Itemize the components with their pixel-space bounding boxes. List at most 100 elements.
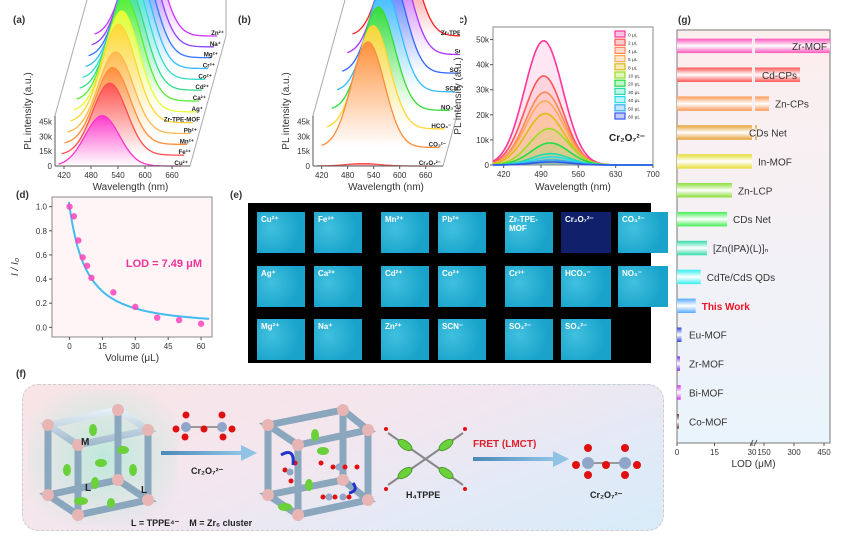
legend-label: 20 μL (628, 82, 640, 88)
series-label: Zr-TPE-MOF (441, 30, 460, 37)
series-label: Cd²⁺ (195, 84, 209, 91)
x-axis-label: LOD (μM) (731, 459, 775, 470)
x-tick-label: 30 (748, 448, 757, 457)
series-line (85, 0, 208, 70)
series-line (70, 23, 193, 124)
legend-label: 50 μL (628, 106, 640, 112)
series-fill (321, 41, 440, 148)
arrow-add-dichromate (161, 445, 257, 461)
x-tick-label: 630 (609, 170, 623, 179)
fret-label: FRET (LMCT) (473, 439, 536, 450)
series-fill (58, 115, 181, 166)
tile-label: Cd²⁺ (385, 269, 403, 278)
fluorescence-tile: Pb²⁺ (438, 212, 486, 253)
data-point (66, 203, 73, 210)
legend-label: 4 μL (628, 49, 638, 55)
depth-edge (189, 35, 227, 167)
bar (677, 385, 681, 400)
legend-swatch (614, 38, 626, 46)
series-line (64, 66, 187, 145)
tile-label: Cr³⁺ (509, 269, 525, 278)
tile-label: Cu²⁺ (261, 215, 279, 224)
fluorescence-tile: SO₃²⁻ (505, 319, 553, 360)
x-tick-label: 490 (534, 170, 548, 179)
series-label: Mn²⁺ (180, 138, 194, 145)
y-tick-label: 15k (39, 147, 53, 156)
y-tick-label: 0 (48, 162, 53, 171)
bar-label: This Work (702, 302, 751, 313)
bar-label: Co-MOF (689, 417, 727, 428)
tile-label: Mg²⁺ (261, 322, 280, 331)
legend-label: 30 μL (628, 90, 640, 96)
panel-label-a: (a) (13, 15, 26, 26)
data-point (70, 213, 78, 220)
bar (677, 327, 682, 342)
tile-label: SO₃²⁻ (509, 322, 532, 331)
x-tick-label: 600 (393, 171, 407, 180)
series-label: Ag⁺ (191, 106, 203, 113)
fluorescence-tile: HCO₃⁻ (561, 266, 611, 307)
x-tick-label: 420 (57, 171, 71, 180)
series-label: SO₄²⁻ (455, 49, 460, 56)
tile-label: Pb²⁺ (442, 215, 460, 224)
series-label: Co²⁺ (198, 73, 212, 80)
x-tick-label: 15 (710, 448, 719, 457)
chart-c-titration: 0 μL 2 μL 4 μL 6 μL 8 μL 10 μL 20 μL 30 μL 40 μL… (453, 26, 660, 193)
series-line (94, 0, 217, 37)
bar-label: Bi-MOF (689, 388, 723, 399)
legend-swatch (614, 87, 626, 96)
bar (677, 154, 752, 169)
x-tick-label: 420 (315, 171, 329, 180)
x-axis-label: Volume (μL) (105, 353, 159, 364)
chart-b-waterfall: Zr-TPE-MOF SO₄²⁻ SO₃²⁻ SCN⁻ NO₃⁻ HCO₃⁻ CO₃²⁻ Cr… (281, 0, 460, 193)
series-line (493, 161, 653, 166)
y-tick-label: 0.2 (36, 299, 48, 308)
schematic-drawing: M L L L = TPPE⁴⁻ M = Zr₆ cluster Cr₂O₇²⁻ (28, 390, 641, 528)
series-label: Na⁺ (210, 41, 221, 48)
y-tick-label: 50k (476, 36, 490, 45)
x-tick-label: 480 (341, 171, 355, 180)
series-line (79, 0, 202, 91)
x-tick-label: 15 (98, 342, 107, 351)
panel-label-g: (g) (678, 15, 691, 26)
fluorescence-photo-grid: Cu²⁺ Fe³⁺ Mn²⁺ Pb²⁺ Zr-TPE-MOF Cr₂O₇²⁻ CO₃²⁻ Ag… (248, 203, 668, 363)
series-label: HCO₃⁻ (431, 123, 451, 130)
y-tick-label: 0 (306, 162, 311, 171)
x-tick-label: 0 (67, 342, 72, 351)
legend-swatch (614, 104, 626, 112)
dichromate-molecule-icon (172, 411, 236, 441)
bar-segment (755, 125, 757, 140)
tile-label: Cr₂O₇²⁻ (565, 215, 594, 224)
series-label: Fe³⁺ (178, 149, 191, 156)
series-line (88, 0, 211, 59)
series-label: Mg²⁺ (204, 52, 218, 59)
x-tick-label: 300 (787, 448, 801, 457)
legend-label: 2 μL (628, 41, 638, 47)
legend-label: 8 μL (628, 65, 638, 71)
tile-label: Co²⁺ (442, 269, 460, 278)
fluorescence-tile: Na⁺ (314, 319, 362, 360)
y-axis-label: I / I₀ (10, 258, 21, 276)
bar-label: Zn-LCP (738, 186, 773, 197)
axis-break-mark (749, 439, 758, 447)
y-tick-label: 45k (297, 118, 311, 127)
y-tick-label: 15k (297, 147, 311, 156)
legend-swatch (614, 95, 626, 104)
fluorescence-tile: NO₃⁻ (618, 266, 668, 307)
series-label: Cr³⁺ (203, 63, 215, 70)
x-tick-label: 700 (646, 170, 660, 179)
legend-label: 10 μL (628, 74, 640, 80)
bar-label: Zn-CPs (775, 100, 809, 111)
bar-segment (677, 67, 752, 82)
x-axis-label: Wavelength (nm) (535, 182, 611, 193)
tile-label: Mn²⁺ (385, 215, 404, 224)
mof-cube-pristine (39, 404, 157, 521)
bar (677, 240, 707, 256)
series-line (91, 0, 214, 48)
fluorescence-tile: Zr-TPE-MOF (505, 212, 553, 253)
legend-label: 60 μL (628, 115, 640, 121)
chart-a-waterfall: Zn²⁺ Na⁺ Mg²⁺ Cr³⁺ Co²⁺ Cd²⁺ Ca²⁺ Ag⁺ Zr-TPE-MOF… (23, 0, 227, 193)
bar-segment (677, 96, 752, 111)
plot-area (51, 196, 213, 338)
panel-label-e: (e) (230, 190, 243, 201)
